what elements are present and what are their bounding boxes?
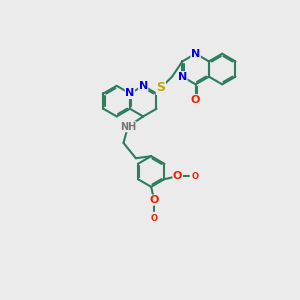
Text: S: S <box>156 81 165 94</box>
Text: NH: NH <box>120 122 136 132</box>
Text: O: O <box>149 195 159 205</box>
Text: O: O <box>173 171 182 181</box>
Text: N: N <box>139 81 148 91</box>
Text: O: O <box>151 214 158 223</box>
Text: O: O <box>192 172 199 181</box>
Text: N: N <box>191 49 200 59</box>
Text: N: N <box>178 72 187 82</box>
Text: O: O <box>191 94 200 105</box>
Text: N: N <box>125 88 135 98</box>
